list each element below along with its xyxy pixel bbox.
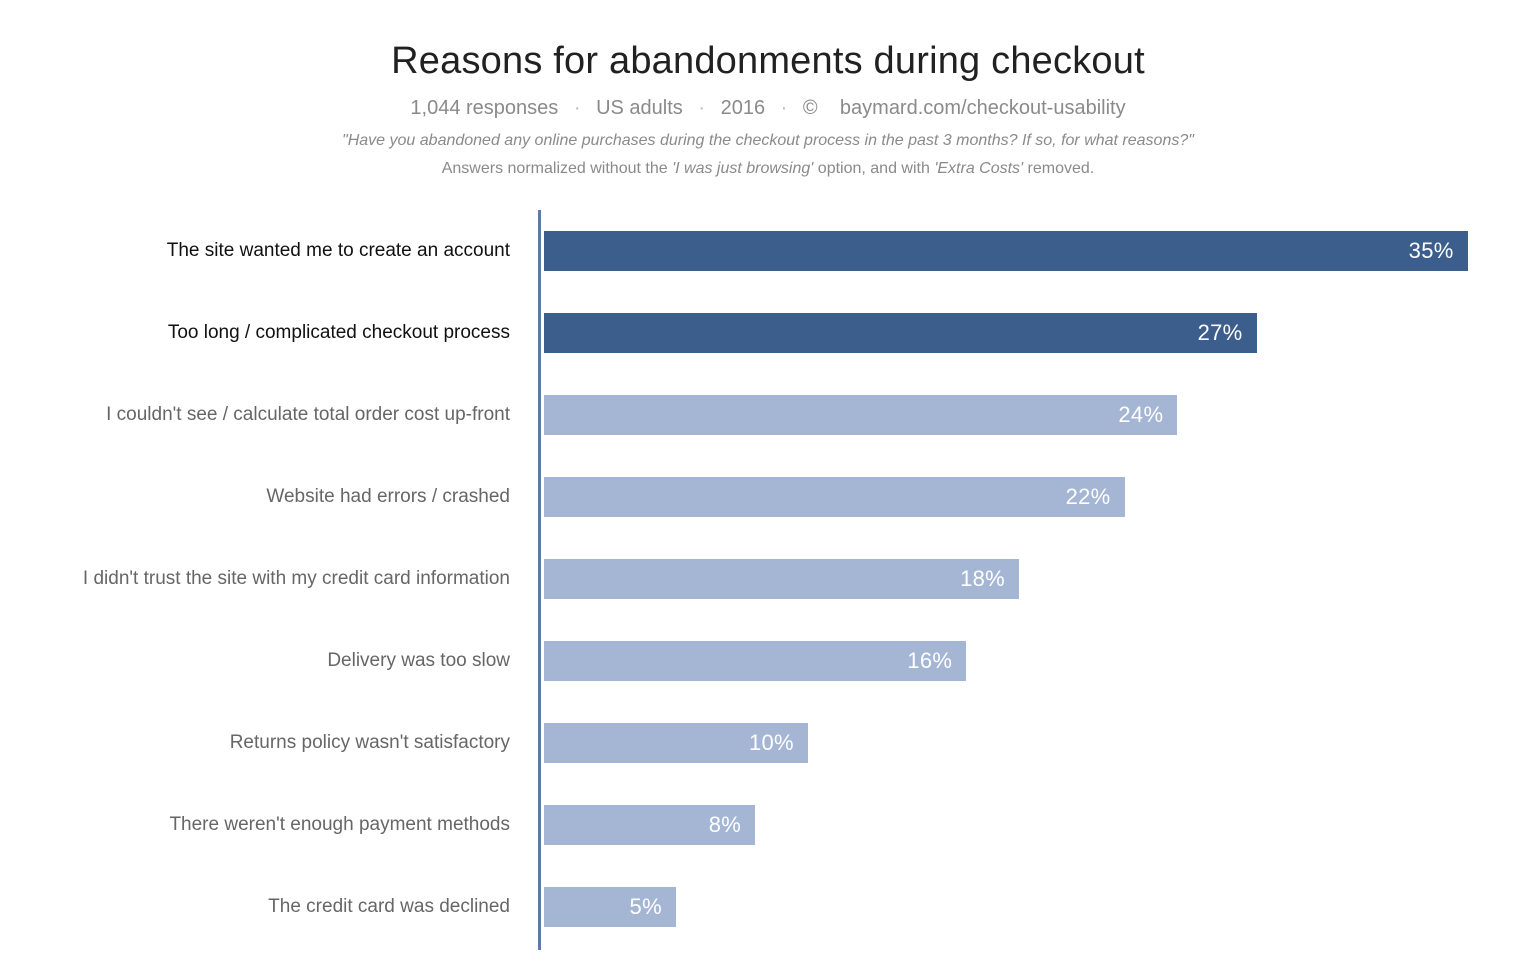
caption-note-opt1: 'I was just browsing' [672,160,813,177]
y-axis-labels: The site wanted me to create an accountT… [48,210,538,950]
caption-note-prefix: Answers normalized without the [442,160,672,177]
subtitle-copyright: © [803,97,818,119]
subtitle-sep: · [574,97,581,119]
chart-container: Reasons for abandonments during checkout… [0,0,1536,965]
bar: 10% [544,723,808,763]
bar: 22% [544,477,1125,517]
bar-label: The credit card was declined [48,866,538,948]
bar-row: 8% [538,784,1488,866]
bar-label: I didn't trust the site with my credit c… [48,538,538,620]
bar: 35% [544,231,1468,271]
bar-label: I couldn't see / calculate total order c… [48,374,538,456]
bar-label: Delivery was too slow [48,620,538,702]
chart-title: Reasons for abandonments during checkout [0,40,1536,83]
bar: 24% [544,395,1177,435]
bar-row: 5% [538,866,1488,948]
subtitle-year: 2016 [721,97,766,119]
bar-value: 27% [1198,320,1243,346]
bar-label: Website had errors / crashed [48,456,538,538]
bar-label: There weren't enough payment methods [48,784,538,866]
caption-note-mid: option, and with [813,160,934,177]
subtitle-sep: · [698,97,705,119]
caption-note-opt2: 'Extra Costs' [934,160,1023,177]
bar-label: Returns policy wasn't satisfactory [48,702,538,784]
chart-subtitle: 1,044 responses · US adults · 2016 · © b… [0,97,1536,120]
bar-row: 10% [538,702,1488,784]
bar: 18% [544,559,1019,599]
subtitle-source: baymard.com/checkout-usability [840,97,1126,119]
bar-row: 24% [538,374,1488,456]
bar: 16% [544,641,966,681]
bar-value: 18% [960,566,1005,592]
subtitle-audience: US adults [596,97,683,119]
bar-row: 27% [538,292,1488,374]
bar-value: 16% [907,648,952,674]
subtitle-sep: · [781,97,788,119]
caption-question: "Have you abandoned any online purchases… [342,132,1194,149]
bar-row: 35% [538,210,1488,292]
bar-row: 18% [538,538,1488,620]
bar-value: 5% [630,894,662,920]
bar-row: 16% [538,620,1488,702]
bar-value: 10% [749,730,794,756]
bar-label: Too long / complicated checkout process [48,292,538,374]
bar-chart: The site wanted me to create an accountT… [48,210,1488,950]
bar: 8% [544,805,755,845]
bar: 27% [544,313,1257,353]
bar-row: 22% [538,456,1488,538]
bar-value: 24% [1118,402,1163,428]
bar: 5% [544,887,676,927]
bar-label: The site wanted me to create an account [48,210,538,292]
subtitle-responses: 1,044 responses [410,97,558,119]
caption-note-suffix: removed. [1023,160,1094,177]
bar-value: 8% [709,812,741,838]
bar-value: 35% [1409,238,1454,264]
chart-caption-question: "Have you abandoned any online purchases… [268,130,1268,152]
chart-caption-note: Answers normalized without the 'I was ju… [268,158,1268,180]
bar-value: 22% [1066,484,1111,510]
plot-area: The site wanted me to create an accountT… [48,210,1488,950]
bars-area: 35% 27% 24% 22% 18% 16% 10% 8% 5% [538,210,1488,950]
